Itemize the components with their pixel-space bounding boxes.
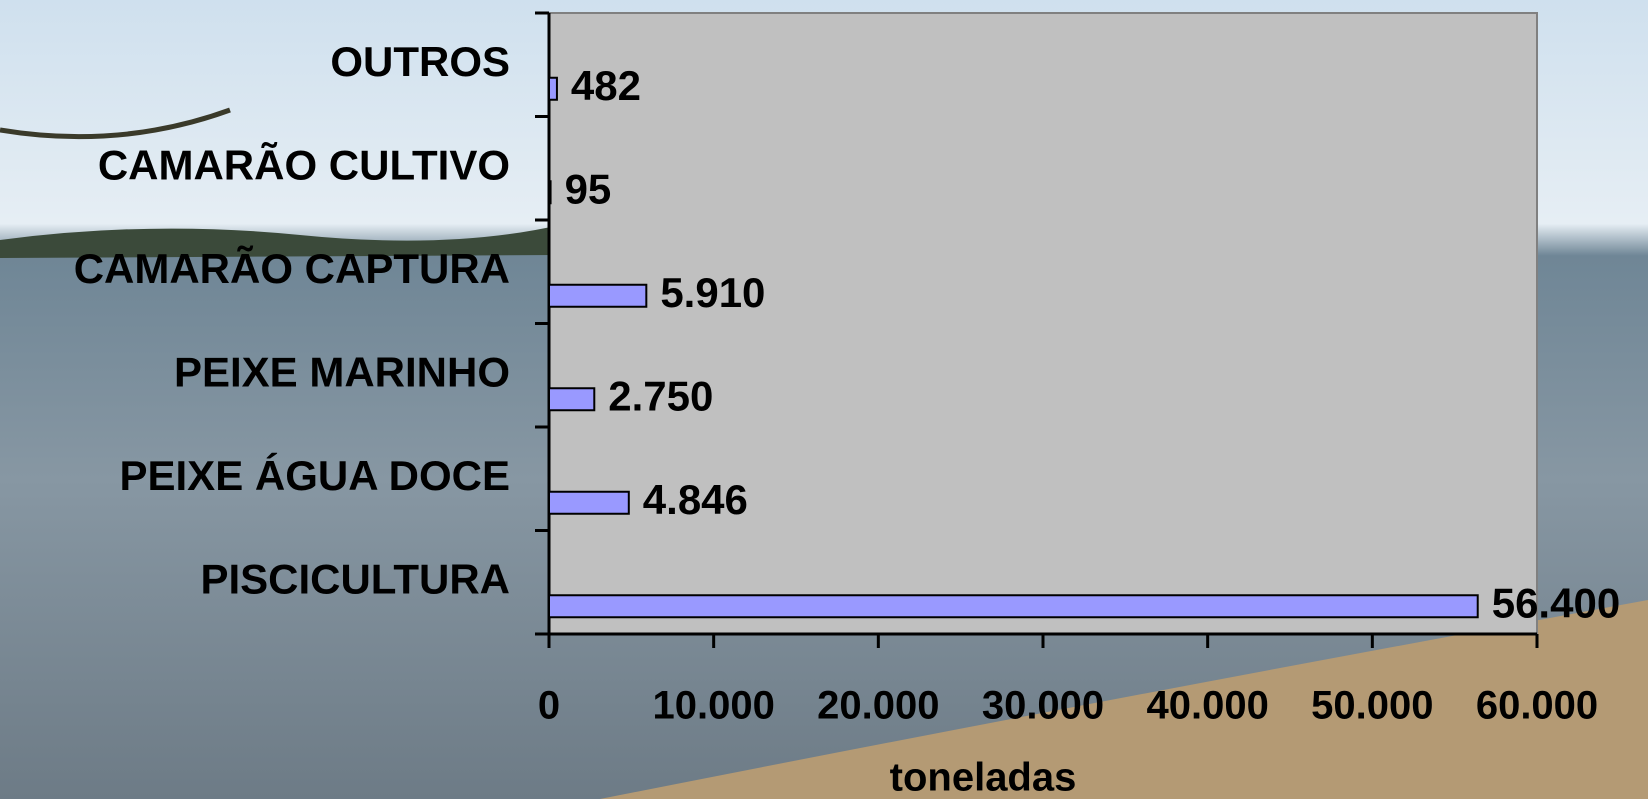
y-tick-label: OUTROS (330, 38, 510, 85)
x-tick-label: 50.000 (1311, 684, 1433, 728)
value-label: 2.750 (608, 372, 713, 419)
page: {"chart_data": {"type": "barh", "categor… (0, 0, 1648, 799)
x-tick-label: 0 (538, 684, 560, 728)
x-tick-label: 40.000 (1146, 684, 1268, 728)
x-axis-label: toneladas (890, 756, 1077, 799)
bar (549, 78, 557, 100)
value-label: 56.400 (1492, 579, 1620, 626)
value-label: 5.910 (660, 269, 765, 316)
y-tick-label: CAMARÃO CULTIVO (98, 141, 510, 188)
y-tick-label: PEIXE ÁGUA DOCE (119, 452, 510, 499)
x-tick-label: 20.000 (817, 684, 939, 728)
bar (549, 181, 551, 203)
bar (549, 595, 1478, 617)
x-tick-label: 60.000 (1476, 684, 1598, 728)
x-tick-label: 30.000 (982, 684, 1104, 728)
y-tick-label: PEIXE MARINHO (174, 348, 510, 395)
value-label: 482 (571, 62, 641, 109)
value-label: 4.846 (643, 476, 748, 523)
bar (549, 388, 594, 410)
plot-area (549, 13, 1537, 634)
y-tick-label: CAMARÃO CAPTURA (74, 245, 510, 292)
bar (549, 285, 646, 307)
y-tick-label: PISCICULTURA (200, 555, 510, 602)
chart: toneladas 0 10.000 20.000 30.000 40.000 50.00… (0, 0, 1648, 799)
x-tick-label: 10.000 (652, 684, 774, 728)
value-label: 95 (565, 165, 612, 212)
bar (549, 492, 629, 514)
